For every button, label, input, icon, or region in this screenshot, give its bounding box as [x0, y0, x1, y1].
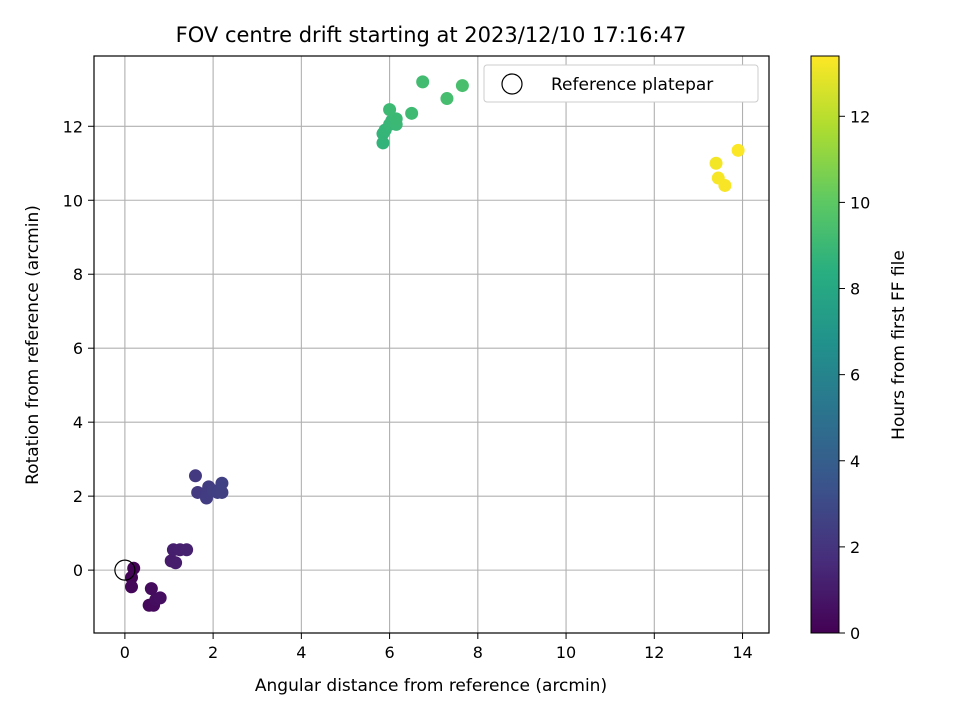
- y-tick-label: 12: [63, 117, 83, 136]
- y-tick-label: 8: [73, 265, 83, 284]
- data-point: [215, 476, 229, 490]
- plot-frame: [93, 55, 770, 634]
- colorbar-tick-label: 12: [850, 107, 870, 126]
- colorbar-tick-label: 6: [850, 366, 860, 385]
- data-point: [718, 178, 732, 192]
- data-point: [389, 112, 403, 126]
- x-tick-label: 10: [556, 643, 576, 662]
- y-tick-label: 0: [73, 561, 83, 580]
- data-point: [215, 485, 229, 499]
- y-tick-label: 4: [73, 413, 83, 432]
- colorbar-label: Hours from first FF file: [889, 250, 909, 440]
- x-tick-label: 0: [120, 643, 130, 662]
- x-tick-label: 2: [208, 643, 218, 662]
- grid-lines: [94, 56, 769, 633]
- colorbar-tick-label: 10: [850, 193, 870, 212]
- colorbar-tick-label: 4: [850, 452, 860, 471]
- data-point: [405, 106, 419, 120]
- axis-ticks: 0 2 4 6 8 10 12 14 0 2 4 6 8 10 12: [63, 117, 753, 662]
- data-point: [169, 556, 183, 570]
- x-tick-label: 12: [644, 643, 664, 662]
- data-point: [144, 582, 158, 596]
- x-axis-label: Angular distance from reference (arcmin): [255, 676, 607, 696]
- data-point: [125, 580, 138, 594]
- x-tick-label: 4: [296, 643, 306, 662]
- colorbar: 0 2 4 6 8 10 12 Hours from first FF file: [810, 55, 909, 643]
- reference-marker-layer: [114, 559, 136, 581]
- colorbar-gradient: [810, 55, 840, 634]
- chart-title: FOV centre drift starting at 2023/12/10 …: [176, 23, 687, 47]
- data-point: [455, 79, 469, 93]
- x-tick-label: 14: [732, 643, 752, 662]
- colorbar-ticks: 0 2 4 6 8 10 12: [839, 107, 870, 643]
- colorbar-tick-label: 2: [850, 538, 860, 557]
- data-point: [180, 543, 194, 557]
- y-tick-label: 2: [73, 487, 83, 506]
- data-point: [383, 103, 397, 117]
- legend-box: [483, 64, 759, 103]
- legend-reference-marker: [501, 73, 523, 95]
- legend-entry-label: Reference platepar: [551, 75, 713, 95]
- data-point: [440, 92, 454, 106]
- y-tick-label: 10: [63, 191, 83, 210]
- reference-platepar-marker: [114, 559, 136, 581]
- x-tick-label: 6: [384, 643, 394, 662]
- data-point: [416, 75, 430, 89]
- data-point: [153, 591, 167, 605]
- legend: Reference platepar: [483, 64, 759, 103]
- y-tick-label: 6: [73, 339, 83, 358]
- y-axis-label: Rotation from reference (arcmin): [23, 205, 43, 485]
- data-point: [188, 469, 202, 483]
- data-point: [376, 136, 390, 150]
- colorbar-tick-label: 0: [850, 624, 860, 643]
- x-tick-label: 8: [473, 643, 483, 662]
- data-point: [731, 143, 745, 157]
- colorbar-tick-label: 8: [850, 280, 860, 299]
- data-points: [125, 75, 745, 612]
- data-point: [709, 156, 723, 170]
